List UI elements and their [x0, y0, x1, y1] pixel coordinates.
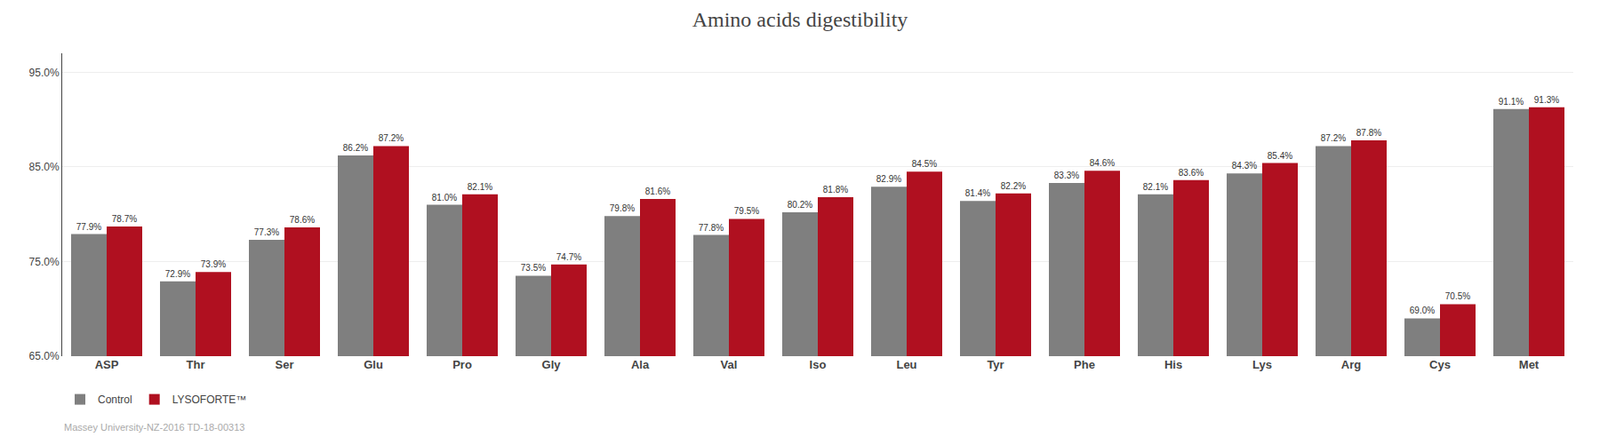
svg-text:78.6%: 78.6%	[289, 215, 315, 225]
svg-text:73.9%: 73.9%	[200, 259, 226, 270]
svg-text:Control: Control	[97, 393, 133, 407]
svg-text:ASP: ASP	[95, 358, 120, 372]
svg-text:79.5%: 79.5%	[734, 206, 760, 216]
svg-text:77.9%: 77.9%	[76, 222, 102, 232]
svg-text:74.7%: 74.7%	[556, 252, 582, 263]
svg-text:Glu: Glu	[363, 358, 384, 372]
svg-text:85.4%: 85.4%	[1267, 151, 1293, 161]
svg-text:Thr: Thr	[186, 358, 206, 372]
svg-text:86.2%: 86.2%	[343, 143, 368, 153]
svg-text:Val: Val	[720, 358, 738, 372]
svg-text:91.1%: 91.1%	[1498, 96, 1524, 107]
svg-text:81.6%: 81.6%	[645, 186, 671, 197]
svg-text:73.5%: 73.5%	[520, 263, 546, 273]
svg-text:Lys: Lys	[1252, 358, 1272, 372]
svg-text:Tyr: Tyr	[986, 358, 1004, 372]
svg-text:77.3%: 77.3%	[254, 227, 280, 238]
svg-text:82.1%: 82.1%	[467, 182, 493, 192]
svg-text:81.4%: 81.4%	[965, 188, 991, 199]
svg-text:87.2%: 87.2%	[1320, 133, 1346, 144]
svg-text:Met: Met	[1519, 358, 1540, 372]
svg-text:His: His	[1164, 358, 1183, 372]
svg-text:91.3%: 91.3%	[1534, 95, 1560, 105]
svg-text:84.6%: 84.6%	[1089, 158, 1115, 168]
svg-text:83.6%: 83.6%	[1178, 168, 1204, 178]
svg-text:81.8%: 81.8%	[823, 184, 848, 195]
svg-text:Ala: Ala	[631, 358, 650, 372]
svg-text:95.0%: 95.0%	[29, 66, 60, 80]
svg-text:Iso: Iso	[809, 358, 827, 372]
svg-text:81.0%: 81.0%	[432, 192, 457, 203]
svg-text:Pro: Pro	[452, 358, 472, 372]
svg-text:Arg: Arg	[1341, 358, 1361, 372]
svg-text:77.8%: 77.8%	[698, 223, 724, 233]
svg-text:85.0%: 85.0%	[29, 160, 60, 174]
svg-text:72.9%: 72.9%	[165, 269, 191, 280]
svg-text:69.0%: 69.0%	[1409, 305, 1435, 316]
svg-text:75.0%: 75.0%	[29, 256, 60, 269]
svg-text:82.2%: 82.2%	[1000, 181, 1026, 192]
svg-text:80.2%: 80.2%	[787, 200, 813, 210]
svg-text:82.9%: 82.9%	[876, 174, 902, 184]
svg-text:87.2%: 87.2%	[378, 133, 404, 144]
svg-text:84.5%: 84.5%	[912, 159, 937, 169]
svg-text:Massey University-NZ-2016 TD-1: Massey University-NZ-2016 TD-18-00313	[64, 422, 245, 433]
svg-text:84.3%: 84.3%	[1232, 160, 1257, 171]
svg-text:70.5%: 70.5%	[1445, 291, 1471, 302]
svg-text:82.1%: 82.1%	[1143, 182, 1168, 192]
svg-text:Ser: Ser	[275, 358, 295, 372]
svg-text:Cys: Cys	[1429, 358, 1451, 372]
svg-text:Phe: Phe	[1073, 358, 1096, 372]
svg-text:78.7%: 78.7%	[112, 214, 137, 224]
svg-text:87.8%: 87.8%	[1356, 128, 1382, 138]
svg-text:83.3%: 83.3%	[1054, 170, 1080, 181]
svg-text:79.8%: 79.8%	[609, 203, 635, 214]
svg-text:Amino acids digestibility: Amino acids digestibility	[692, 8, 909, 32]
svg-text:Gly: Gly	[542, 358, 562, 372]
svg-text:LYSOFORTE™: LYSOFORTE™	[172, 393, 248, 407]
svg-text:Leu: Leu	[896, 358, 917, 372]
svg-text:65.0%: 65.0%	[29, 350, 60, 363]
